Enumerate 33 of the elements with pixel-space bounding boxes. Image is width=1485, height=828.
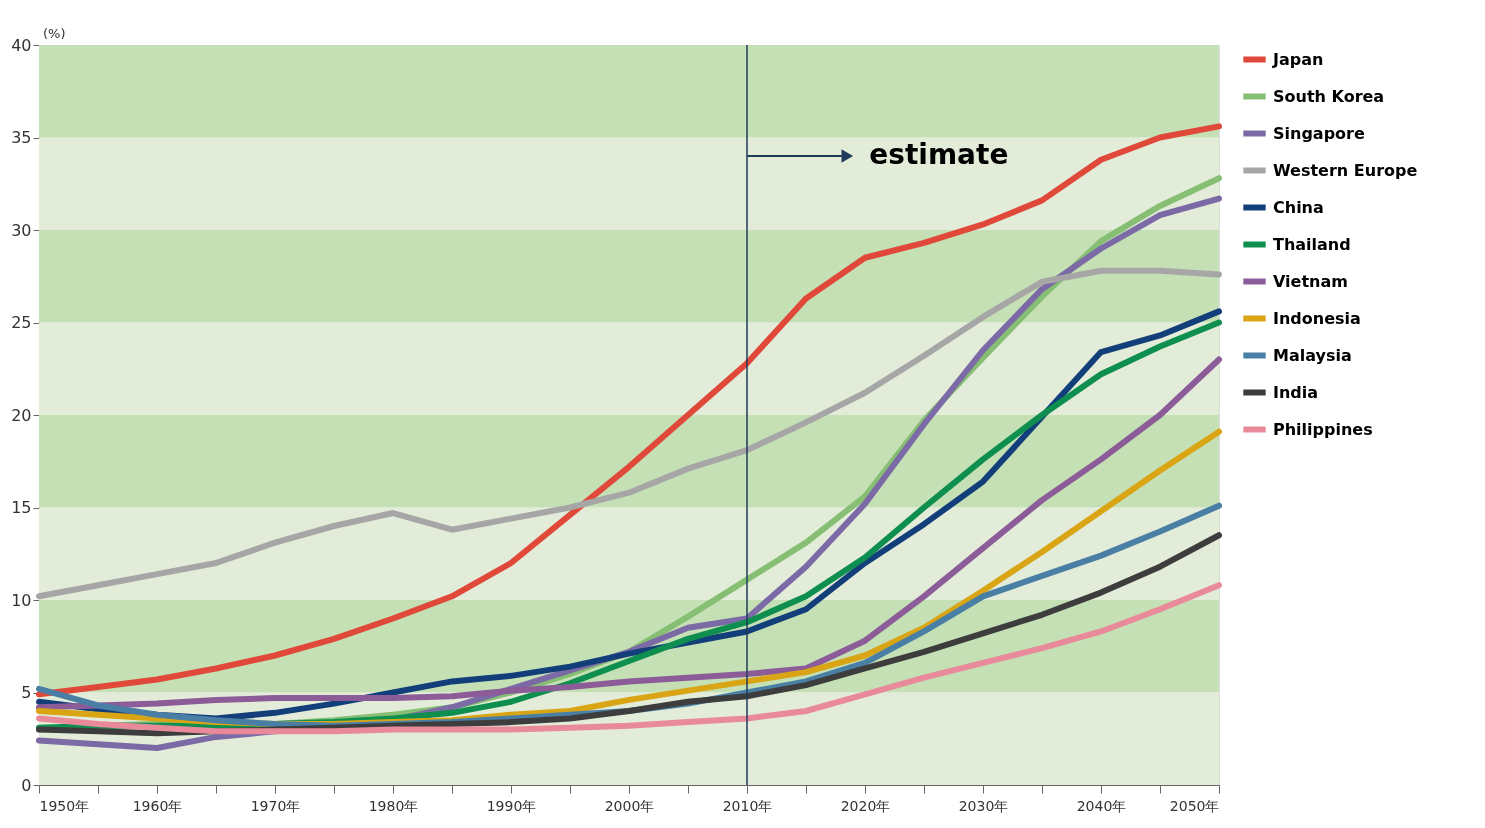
y-tick-label: 20 [11,405,32,425]
y-axis-title: (%) [43,26,66,41]
legend-label: Western Europe [1273,160,1418,180]
legend-label: Malaysia [1273,345,1352,365]
x-tick-label: 1990年 [486,797,537,814]
y-tick-label: 35 [11,128,32,147]
x-tick-label: 2010年 [722,797,773,814]
legend-label: Thailand [1273,234,1351,254]
x-tick-label: 1980年 [368,797,419,814]
x-tick-label: 2030年 [958,797,1009,814]
annotation: estimate [869,138,1009,171]
legend-label: Japan [1272,49,1324,69]
x-tick-label: 1950年 [39,797,90,814]
legend-label: Philippines [1273,419,1373,439]
legend-label: China [1273,197,1324,217]
legend-label: Indonesia [1273,308,1361,328]
legend-label: South Korea [1273,86,1385,106]
y-tick-label: 5 [21,683,32,702]
y-tick-label: 30 [11,220,32,240]
x-tick-label: 1960年 [132,797,183,814]
y-tick-label: 25 [11,313,32,332]
y-tick-label: 15 [11,498,32,517]
x-tick-label: 2020年 [840,797,891,814]
y-tick-label: 40 [11,35,32,55]
x-tick-label: 2000年 [604,797,655,814]
legend-label: Vietnam [1273,271,1348,291]
legend-label: Singapore [1273,123,1365,143]
legend-label: India [1273,382,1319,402]
x-tick-label: 1970年 [250,797,301,814]
x-tick-label: 2040年 [1076,797,1127,814]
y-tick-label: 0 [21,775,32,795]
y-tick-label: 10 [11,590,32,610]
x-tick-label: 2050年 [1169,797,1220,814]
